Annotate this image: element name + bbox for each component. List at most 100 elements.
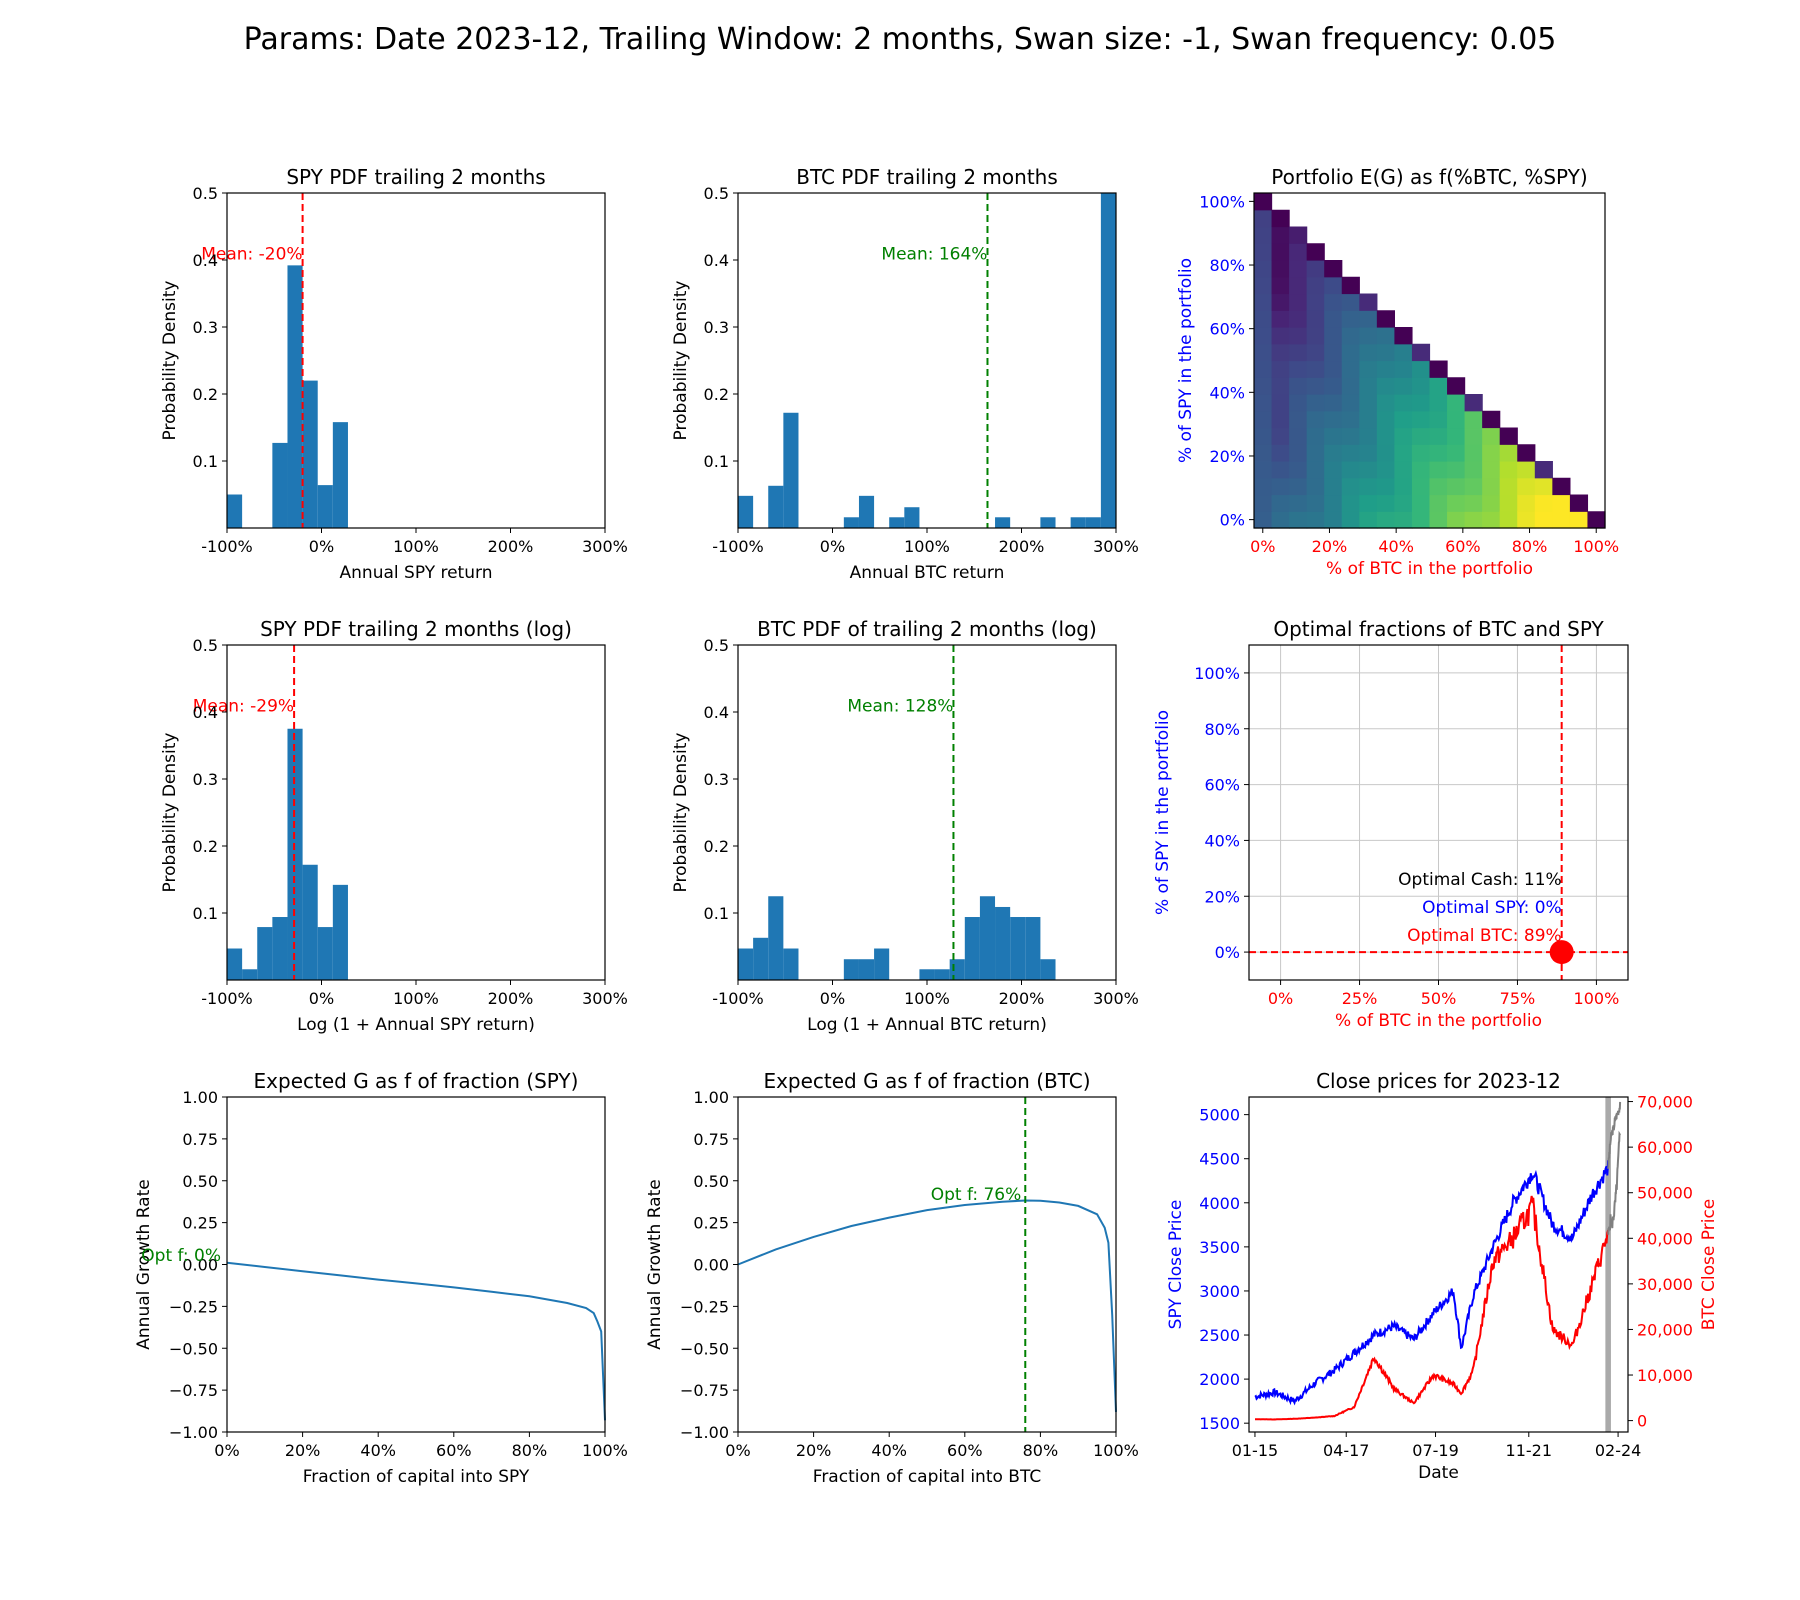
axes-frame [1253, 192, 1606, 529]
x-tick-label: 0% [214, 1441, 239, 1460]
x-tick-label: 02-24 [1595, 1441, 1642, 1460]
heatmap-cell [1447, 427, 1466, 445]
eg_spy-chart: Expected G as f of fraction (SPY) Fractio… [134, 1069, 628, 1487]
y-tick-label: 5000 [1199, 1106, 1240, 1125]
x-tick-label: 200% [488, 537, 534, 556]
heatmap-cell [1482, 477, 1501, 496]
heatmap-cell [1341, 477, 1360, 496]
heatmap-cell [1306, 494, 1325, 512]
heatmap-cell [1324, 293, 1343, 311]
spy-price-line [1254, 1160, 1610, 1406]
heatmap-cell [1499, 511, 1518, 529]
heatmap-cell [1464, 427, 1483, 445]
y-axis-label: Probability Density [160, 281, 180, 441]
heatmap-cell [1254, 260, 1273, 278]
y-tick-label: 0.75 [182, 1130, 218, 1149]
x-tick-label: 0% [1268, 989, 1293, 1008]
histogram-bar [1025, 917, 1041, 980]
heatmap-cell [1271, 477, 1290, 496]
heatmap-cell [1517, 494, 1536, 512]
x-tick-label: 200% [999, 537, 1045, 556]
heatmap-cell [1289, 394, 1308, 412]
heatmap-cell [1306, 394, 1325, 412]
heatmap-cell [1289, 511, 1308, 529]
heatmap-cell [1552, 511, 1571, 529]
heatmap-cell [1271, 310, 1290, 328]
histogram-bar [874, 948, 890, 980]
x-axis-label: Fraction of capital into BTC [813, 1467, 1041, 1487]
histogram-bar [332, 884, 348, 980]
x-axis-label: % of BTC in the portfolio [1335, 1011, 1542, 1031]
histogram-bar [919, 969, 935, 980]
y-tick-label: 0.5 [193, 636, 218, 655]
y-tick-label: 20,000 [1637, 1320, 1693, 1339]
y-tick-label: 2000 [1199, 1370, 1240, 1389]
heatmap-cell [1411, 343, 1431, 362]
heatmap-cell [1411, 360, 1431, 378]
x-tick-label: 300% [1093, 989, 1139, 1008]
heatmap-cell [1289, 293, 1308, 311]
heatmap-cell [1271, 343, 1290, 362]
heatmap-cell [1429, 394, 1448, 412]
x-tick-label: -100% [712, 537, 764, 556]
heatmap-cell [1429, 427, 1448, 445]
heatmap-cell [1552, 477, 1571, 496]
x-tick-label: 20% [796, 1441, 832, 1460]
x-tick-label: -100% [201, 537, 253, 556]
heatmap-cell [1376, 327, 1395, 345]
y-axis-label: Annual Growth Rate [134, 1179, 154, 1349]
heatmap-cell [1254, 226, 1273, 244]
btc-price-line [1255, 1195, 1610, 1421]
heatmap-cell [1341, 377, 1360, 395]
heatmap-cell [1271, 209, 1290, 228]
y-axis-label: Probability Density [671, 733, 691, 893]
histogram-bar [1040, 959, 1056, 980]
heatmap-cell [1254, 360, 1273, 378]
y-tick-label: 0.2 [193, 385, 218, 404]
y-tick-label: −0.50 [169, 1339, 218, 1358]
histogram-bar [934, 969, 950, 980]
histogram-bar [1100, 193, 1116, 528]
heatmap-cell [1271, 377, 1290, 395]
heatmap-cell [1324, 377, 1343, 395]
heatmap-cell [1254, 394, 1273, 412]
heatmap-cell [1289, 377, 1308, 395]
y-tick-label: 0.1 [193, 452, 218, 471]
y-tick-label: 100% [1199, 192, 1245, 211]
x-axis-label: % of BTC in the portfolio [1326, 559, 1533, 579]
y-tick-label: 0.3 [704, 770, 729, 789]
x-tick-label: 60% [1445, 537, 1481, 556]
x-axis-label: Log (1 + Annual SPY return) [297, 1015, 535, 1035]
heatmap-cell [1447, 444, 1466, 462]
histogram-bar [1085, 517, 1101, 528]
heatmap-cell [1289, 427, 1308, 445]
histogram-bar [242, 969, 258, 980]
axes-frame [737, 644, 1117, 981]
x-tick-label: 100% [582, 1441, 628, 1460]
x-tick-label: 60% [947, 1441, 983, 1460]
heatmap-cell [1464, 410, 1483, 429]
y-axis-label: Annual Growth Rate [645, 1179, 665, 1349]
y-tick-label: 0.1 [704, 904, 729, 923]
x-tick-label: 50% [1421, 989, 1457, 1008]
spy-trailing-line [1607, 1101, 1622, 1169]
heatmap-cell [1324, 461, 1343, 479]
heatmap-cell [1306, 461, 1325, 479]
heatmap-cell [1341, 360, 1360, 378]
y-tick-label: 0.3 [193, 770, 218, 789]
x-axis-label: Fraction of capital into SPY [303, 1467, 530, 1487]
x-axis-label: Log (1 + Annual BTC return) [807, 1015, 1047, 1035]
histogram-bar [995, 517, 1011, 528]
chart-title: Portfolio E(G) as f(%BTC, %SPY) [1271, 165, 1587, 189]
heatmap-cell [1271, 394, 1290, 412]
histogram-bar [302, 380, 318, 528]
histogram-bar [1010, 917, 1026, 980]
y-tick-label: 0.2 [193, 837, 218, 856]
heatmap-cell [1499, 444, 1518, 462]
heatmap-cell [1376, 343, 1395, 362]
y-tick-label: 0.5 [193, 184, 218, 203]
heatmap-cell [1306, 511, 1325, 529]
y-tick-label: 0.4 [704, 251, 729, 270]
histogram-bar [1070, 517, 1086, 528]
heatmap-cell [1394, 327, 1413, 345]
